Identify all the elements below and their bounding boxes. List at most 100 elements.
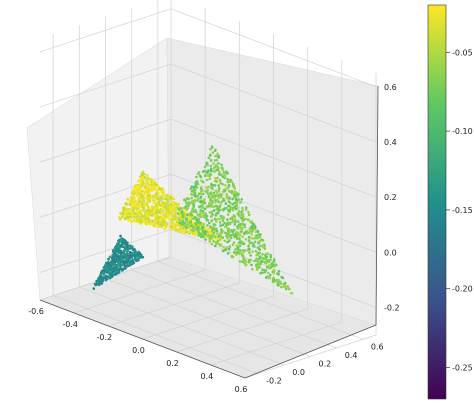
data-point bbox=[259, 260, 263, 263]
data-point bbox=[240, 230, 243, 234]
data-point bbox=[201, 206, 205, 210]
data-point bbox=[191, 225, 195, 229]
data-point bbox=[130, 212, 134, 215]
data-point bbox=[116, 245, 119, 249]
data-point bbox=[241, 254, 245, 258]
data-point bbox=[257, 257, 261, 261]
data-point bbox=[122, 205, 126, 209]
data-point bbox=[217, 194, 220, 197]
data-point bbox=[141, 199, 145, 202]
data-point bbox=[272, 271, 276, 275]
data-point bbox=[202, 235, 205, 239]
data-point bbox=[194, 234, 197, 237]
data-point bbox=[232, 206, 235, 209]
data-point bbox=[168, 217, 171, 221]
data-point bbox=[157, 202, 161, 205]
data-point bbox=[261, 271, 264, 275]
data-point bbox=[124, 207, 128, 210]
data-point bbox=[122, 255, 126, 259]
data-point bbox=[145, 214, 149, 217]
data-point bbox=[99, 281, 102, 285]
data-point bbox=[266, 252, 270, 256]
data-point bbox=[243, 225, 247, 229]
data-point bbox=[111, 274, 114, 277]
data-point bbox=[241, 235, 245, 239]
data-point bbox=[237, 210, 241, 213]
data-point bbox=[158, 223, 162, 227]
data-point bbox=[140, 214, 143, 217]
data-point bbox=[256, 251, 260, 255]
data-point bbox=[171, 214, 175, 218]
data-point bbox=[269, 255, 273, 259]
data-point bbox=[127, 260, 130, 264]
data-point bbox=[115, 254, 119, 258]
data-point bbox=[107, 270, 110, 273]
data-point bbox=[125, 246, 129, 250]
data-point bbox=[240, 210, 243, 214]
data-point bbox=[238, 215, 242, 218]
data-point bbox=[234, 218, 237, 221]
data-point bbox=[227, 200, 231, 203]
data-point bbox=[187, 204, 190, 207]
data-point bbox=[220, 173, 223, 177]
data-point bbox=[284, 287, 288, 291]
data-point bbox=[117, 251, 120, 255]
data-point bbox=[105, 264, 108, 267]
data-point bbox=[253, 259, 256, 263]
data-point bbox=[214, 201, 217, 204]
data-point bbox=[179, 221, 182, 225]
data-point bbox=[170, 212, 173, 215]
data-point bbox=[176, 204, 179, 208]
data-point bbox=[204, 190, 207, 193]
data-point bbox=[132, 261, 136, 265]
data-point bbox=[240, 213, 243, 216]
data-point bbox=[183, 198, 186, 201]
data-point bbox=[236, 246, 240, 249]
data-point bbox=[227, 209, 230, 212]
data-point bbox=[242, 217, 245, 221]
data-point bbox=[147, 219, 150, 223]
data-point bbox=[209, 225, 212, 228]
data-point bbox=[210, 219, 213, 223]
data-point bbox=[150, 210, 154, 214]
data-point bbox=[147, 194, 150, 197]
tick-label: 0.0 bbox=[292, 368, 305, 377]
data-point bbox=[138, 219, 141, 223]
data-point bbox=[132, 202, 135, 205]
data-point bbox=[143, 176, 147, 179]
data-point bbox=[140, 193, 143, 196]
data-point bbox=[121, 245, 125, 248]
data-point bbox=[215, 180, 218, 183]
data-point bbox=[167, 200, 170, 204]
data-point bbox=[170, 228, 173, 231]
data-point bbox=[157, 197, 160, 200]
data-point bbox=[189, 222, 193, 226]
data-point bbox=[228, 245, 231, 248]
data-point bbox=[185, 217, 189, 221]
data-point bbox=[256, 230, 260, 234]
data-point bbox=[196, 220, 200, 223]
data-point bbox=[113, 251, 117, 254]
data-point bbox=[127, 209, 130, 213]
data-point bbox=[199, 195, 203, 199]
data-point bbox=[195, 175, 198, 179]
tick-label: 0.6 bbox=[371, 342, 384, 351]
data-point bbox=[220, 235, 224, 239]
data-point bbox=[218, 217, 222, 221]
data-point bbox=[202, 213, 206, 216]
data-point bbox=[245, 206, 248, 209]
data-point bbox=[254, 249, 258, 253]
data-point bbox=[120, 256, 123, 260]
data-point bbox=[198, 205, 202, 208]
data-point bbox=[263, 254, 267, 257]
data-point bbox=[212, 231, 216, 235]
data-point bbox=[216, 211, 220, 215]
data-point bbox=[214, 235, 217, 239]
data-point bbox=[108, 275, 111, 278]
data-point bbox=[162, 213, 165, 216]
data-point bbox=[126, 197, 130, 201]
data-point bbox=[174, 214, 177, 217]
data-point bbox=[248, 236, 251, 239]
data-point bbox=[242, 251, 245, 254]
data-point bbox=[214, 204, 217, 208]
